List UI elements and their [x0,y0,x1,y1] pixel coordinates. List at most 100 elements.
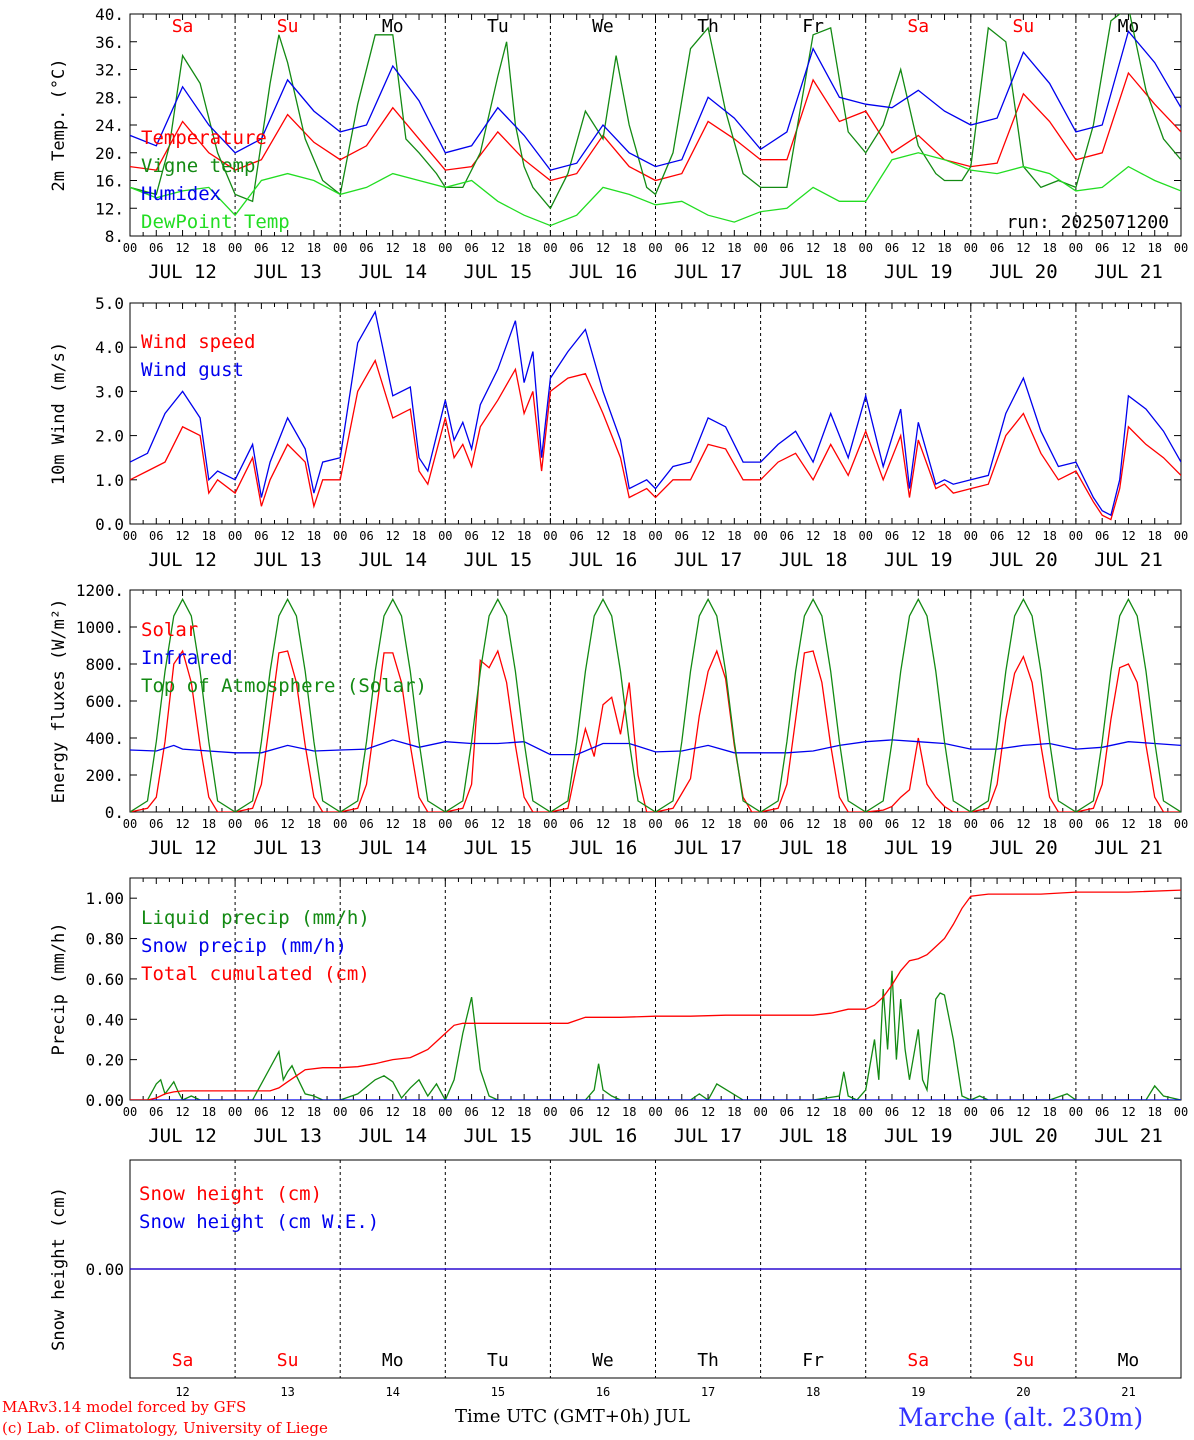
hour-tick-label: 06 [885,1105,899,1119]
hour-tick-label: 06 [359,529,373,543]
hour-tick-label: 12 [1121,1105,1135,1119]
hour-tick-label: 06 [359,241,373,255]
legend-entry: Humidex [141,183,221,205]
weekday-label: Fr [802,1350,824,1371]
hour-tick-label: 06 [885,817,899,831]
hour-tick-label: 12 [491,241,505,255]
y-tick-label: 3.0 [95,382,124,401]
date-label: JUL 13 [253,837,322,859]
hour-tick-label: 18 [202,1105,216,1119]
y-tick-label: 8. [105,227,124,246]
date-label: JUL 12 [148,549,217,571]
hour-tick-label: 18 [937,529,951,543]
hour-tick-label: 18 [412,1105,426,1119]
hour-tick-label: 00 [333,241,347,255]
date-label: JUL 19 [884,549,953,571]
hour-tick-label: 00 [648,241,662,255]
legend-entry: Temperature [141,127,267,149]
legend-entry: Wind gust [141,359,244,381]
series-line [130,739,1181,756]
hour-tick-label: 06 [569,1105,583,1119]
hour-tick-label: 00 [648,1105,662,1119]
series-line [130,649,1181,812]
y-tick-label: 0.40 [85,1010,124,1029]
date-label: JUL 14 [358,837,427,859]
hour-tick-label: 12 [1016,529,1030,543]
hour-tick-label: 00 [648,817,662,831]
y-tick-label: 5.0 [95,294,124,313]
hour-tick-label: 18 [1042,1105,1056,1119]
credit-line-1: MARv3.14 model forced by GFS [2,1398,247,1416]
y-axis-label: Energy fluxes (W/m²) [49,599,69,804]
hour-tick-label: 12 [911,817,925,831]
date-label: JUL 13 [253,1125,322,1147]
y-axis-label: Precip (mm/h) [49,922,69,1055]
date-label: JUL 17 [674,261,743,283]
hour-tick-label: 12 [386,1105,400,1119]
hour-tick-label: 18 [412,817,426,831]
legend-entry: Snow precip (mm/h) [141,935,347,957]
hour-tick-label: 00 [1069,529,1083,543]
run-annotation: run: 2025071200 [1006,212,1169,233]
hour-tick-label: 18 [1147,529,1161,543]
hour-tick-label: 18 [1042,529,1056,543]
weekday-label: Fr [802,16,824,37]
hour-tick-label: 12 [280,1105,294,1119]
hour-tick-label: 06 [675,529,689,543]
hour-tick-label: 06 [149,1105,163,1119]
weekday-label: Tu [487,1350,509,1371]
date-label: JUL 18 [779,549,848,571]
date-label: JUL 21 [1094,549,1163,571]
hour-tick-label: 18 [412,529,426,543]
hour-tick-label: 00 [964,241,978,255]
hour-tick-label: 12 [386,817,400,831]
date-label: JUL 18 [779,1125,848,1147]
hour-tick-label: 06 [464,817,478,831]
legend-entry: Vigne temp [141,155,255,177]
y-tick-label: 200. [85,766,124,785]
hour-tick-label: 18 [517,241,531,255]
hour-tick-label: 18 [727,817,741,831]
date-label: JUL 21 [1094,837,1163,859]
day-number-label: 13 [280,1385,294,1399]
hour-tick-label: 12 [806,529,820,543]
hour-tick-label: 06 [1095,529,1109,543]
hour-tick-label: 06 [254,529,268,543]
date-label: JUL 18 [779,837,848,859]
y-tick-label: 28. [95,88,124,107]
hour-tick-label: 06 [780,241,794,255]
hour-tick-label: 00 [1174,241,1188,255]
y-tick-label: 600. [85,692,124,711]
hour-tick-label: 06 [885,241,899,255]
hour-tick-label: 06 [1095,1105,1109,1119]
hour-tick-label: 12 [701,817,715,831]
y-tick-label: 16. [95,172,124,191]
legend-entry: Snow height (cm W.E.) [139,1211,379,1233]
weekday-label: Su [1013,16,1035,37]
hour-tick-label: 18 [727,241,741,255]
hour-tick-label: 06 [464,529,478,543]
hour-tick-label: 00 [1069,817,1083,831]
hour-tick-label: 12 [280,529,294,543]
hour-tick-label: 00 [1069,1105,1083,1119]
y-tick-label: 2.0 [95,427,124,446]
hour-tick-label: 00 [1174,1105,1188,1119]
y-tick-label: 0.80 [85,930,124,949]
hour-tick-label: 06 [1095,241,1109,255]
hour-tick-label: 00 [753,529,767,543]
date-label: JUL 15 [464,837,533,859]
date-label: JUL 17 [674,549,743,571]
series-line [130,71,1181,182]
hour-tick-label: 00 [648,529,662,543]
hour-tick-label: 06 [780,529,794,543]
hour-tick-label: 18 [1147,817,1161,831]
hour-tick-label: 18 [202,817,216,831]
series-line [130,597,1181,812]
legend-entry: Snow height (cm) [139,1183,322,1205]
hour-tick-label: 00 [1069,241,1083,255]
date-label: JUL 14 [358,261,427,283]
hour-tick-label: 18 [1042,241,1056,255]
y-tick-label: 0. [105,803,124,822]
hour-tick-label: 00 [858,817,872,831]
weekday-label: Mo [1118,16,1140,37]
